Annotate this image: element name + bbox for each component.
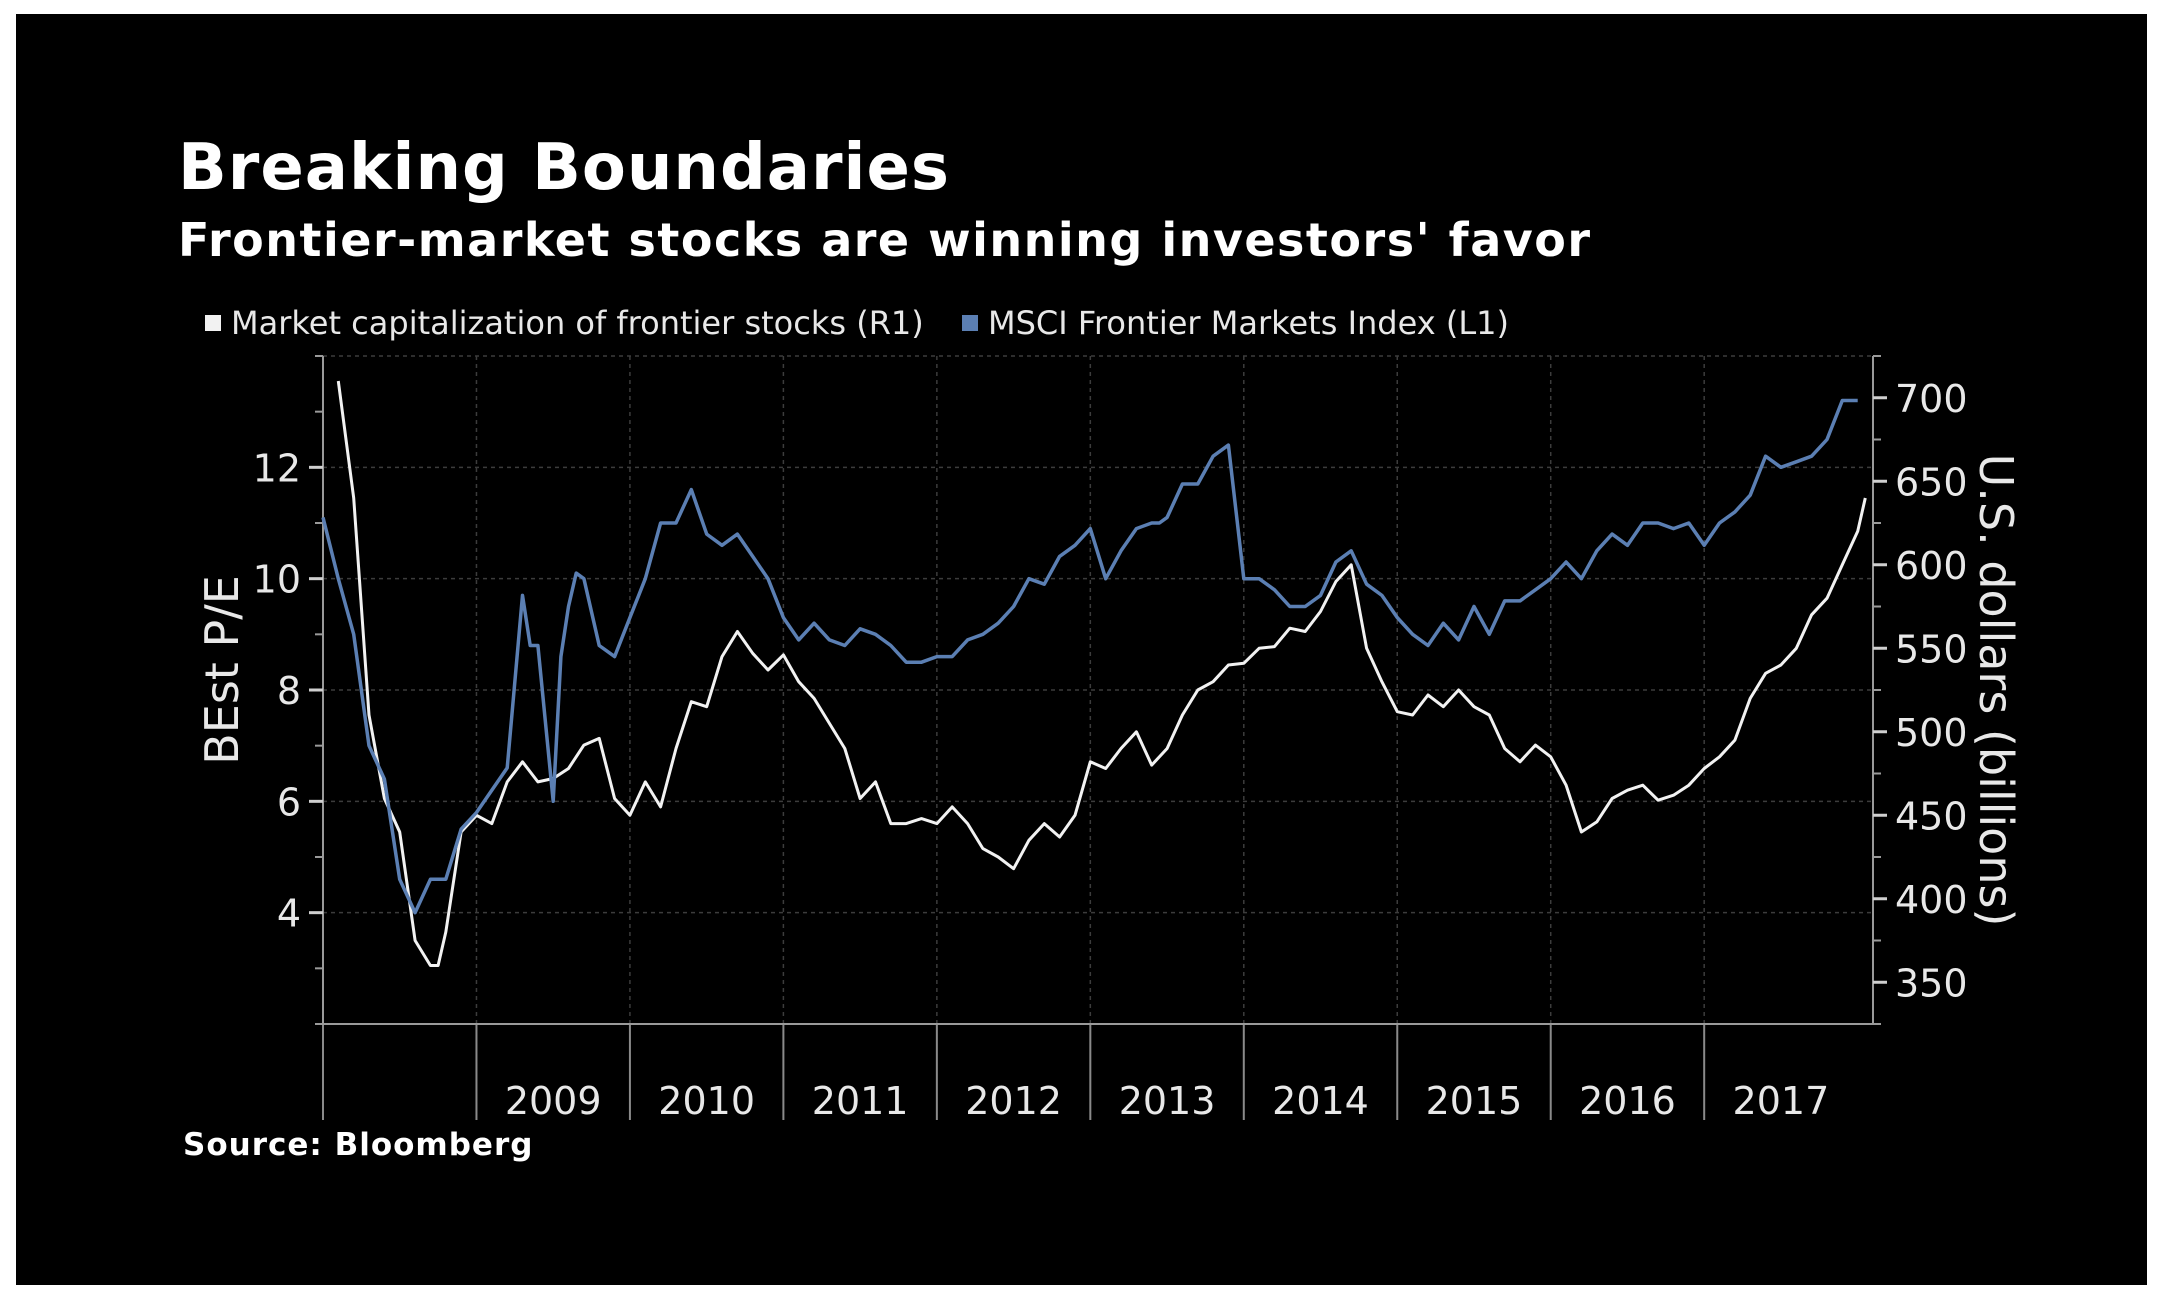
chart-background bbox=[16, 14, 2147, 1285]
x-axis-tick-label: 2013 bbox=[1119, 1079, 1216, 1123]
left-axis-tick-label: 4 bbox=[277, 892, 301, 936]
legend-item-market-cap: Market capitalization of frontier stocks… bbox=[205, 303, 924, 343]
x-axis-tick-label: 2016 bbox=[1579, 1079, 1676, 1123]
chart-subtitle: Frontier-market stocks are winning inves… bbox=[178, 213, 1592, 267]
x-axis-tick-label: 2014 bbox=[1272, 1079, 1369, 1123]
right-axis-tick-label: 700 bbox=[1895, 377, 1968, 421]
legend-swatch-msci-index bbox=[962, 315, 978, 331]
x-axis-tick-label: 2012 bbox=[965, 1079, 1062, 1123]
x-axis-tick-label: 2017 bbox=[1733, 1079, 1830, 1123]
left-axis-tick-label: 6 bbox=[277, 780, 301, 824]
left-axis-title: BEst P/E bbox=[195, 575, 249, 765]
right-axis-tick-label: 350 bbox=[1895, 961, 1968, 1005]
grid bbox=[322, 355, 1873, 1025]
left-axis-tick-label: 8 bbox=[277, 669, 301, 713]
right-axis-tick-label: 650 bbox=[1895, 460, 1968, 504]
series-line-market-cap bbox=[336, 380, 1867, 967]
right-axis-tick-label: 500 bbox=[1895, 711, 1968, 755]
right-axis-tick-label: 450 bbox=[1895, 794, 1968, 838]
axes: 4 6 8 10 12 350 400 450 500 550 600 650 700 2009 2010 2… bbox=[253, 355, 1968, 1123]
series-lines bbox=[321, 380, 1867, 967]
x-axis-tick-label: 2009 bbox=[505, 1079, 602, 1123]
left-axis-tick-label: 10 bbox=[253, 558, 301, 602]
right-axis-tick-label: 550 bbox=[1895, 627, 1968, 671]
x-axis-tick-label: 2010 bbox=[658, 1079, 755, 1123]
right-axis-tick-label: 400 bbox=[1895, 878, 1968, 922]
chart-title: Breaking Boundaries bbox=[178, 131, 950, 205]
legend-item-msci-index: MSCI Frontier Markets Index (L1) bbox=[962, 303, 1509, 343]
left-axis-tick-label: 12 bbox=[253, 446, 301, 490]
right-axis-tick-label: 600 bbox=[1895, 544, 1968, 588]
source-note: Source: Bloomberg bbox=[183, 1127, 534, 1163]
series-line-msci-index bbox=[321, 398, 1858, 915]
x-axis-tick-label: 2011 bbox=[812, 1079, 909, 1123]
right-axis-title: U.S. dollars (billions) bbox=[1969, 454, 2023, 927]
legend-label-msci-index: MSCI Frontier Markets Index (L1) bbox=[988, 304, 1509, 342]
x-axis-tick-label: 2015 bbox=[1426, 1079, 1523, 1123]
legend-swatch-market-cap bbox=[205, 315, 221, 331]
legend-label-market-cap: Market capitalization of frontier stocks… bbox=[231, 304, 924, 342]
